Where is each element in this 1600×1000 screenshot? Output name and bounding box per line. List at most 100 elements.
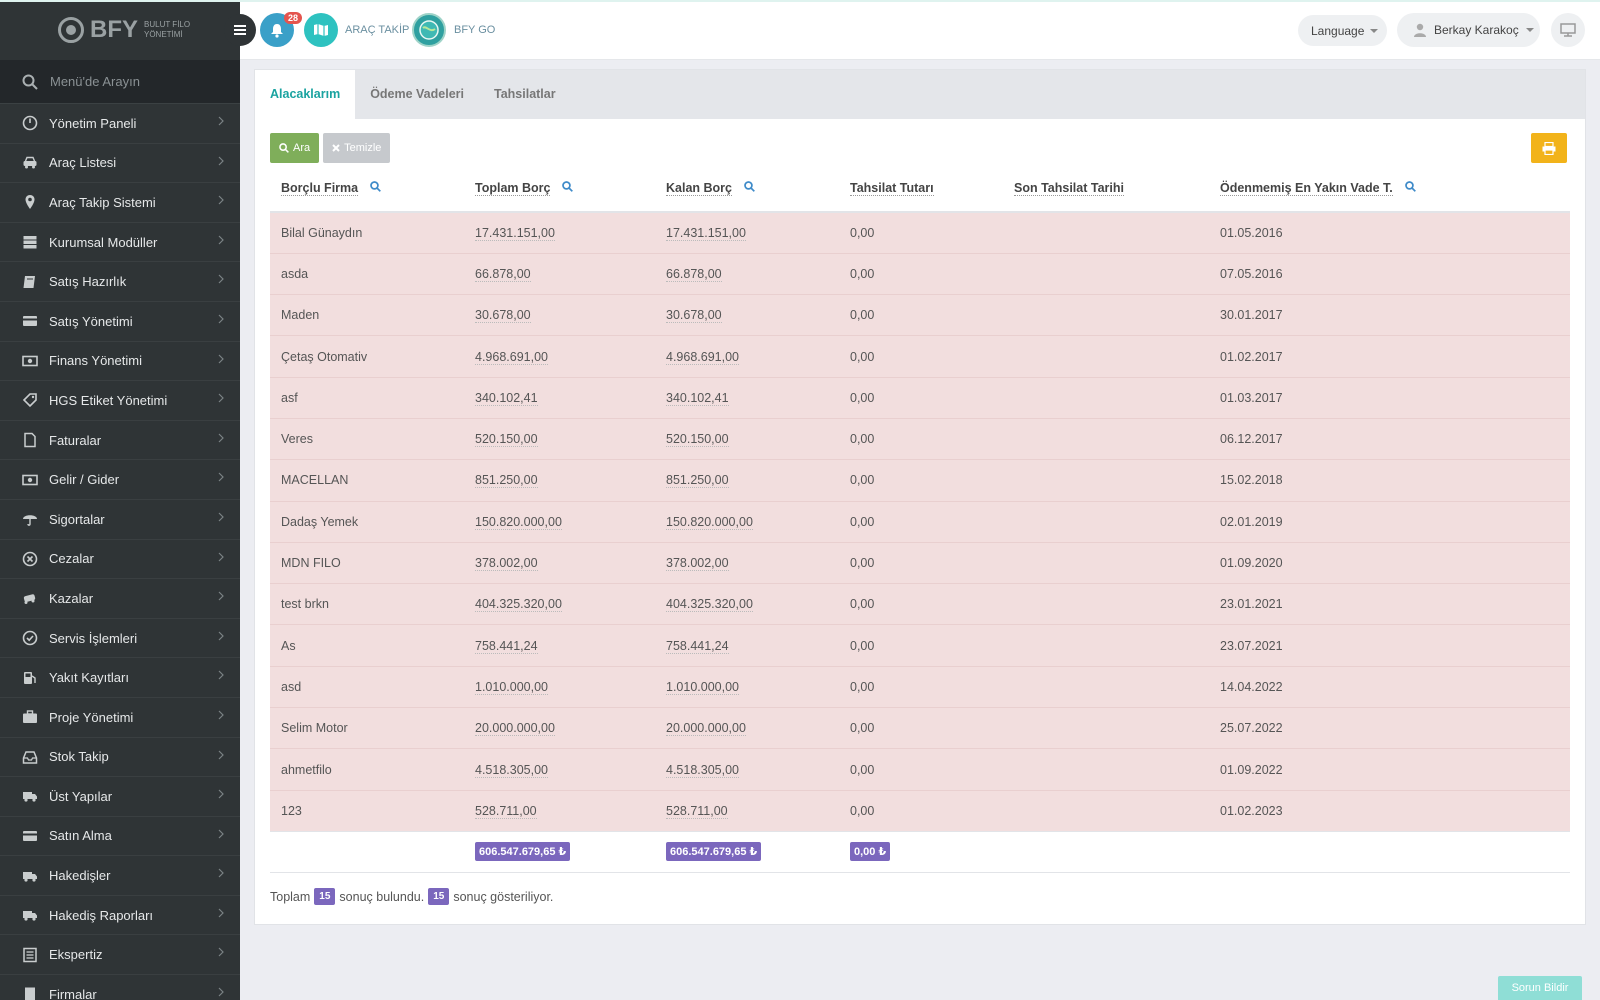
tab-tahsilatlar[interactable]: Tahsilatlar xyxy=(494,87,556,101)
map-button[interactable] xyxy=(304,13,338,47)
column-header[interactable]: Borçlu Firma xyxy=(270,165,464,213)
table-cell-value[interactable]: 378.002,00 xyxy=(666,556,729,572)
table-cell-value[interactable]: 20.000.000,00 xyxy=(475,721,555,737)
table-cell-value[interactable]: 1.010.000,00 xyxy=(666,679,739,695)
sidebar-item-cezalar[interactable]: Cezalar xyxy=(0,540,240,580)
table-cell xyxy=(1003,376,1209,419)
table-cell-value[interactable]: 404.325.320,00 xyxy=(475,597,562,613)
sidebar-item-stok-takip[interactable]: Stok Takip xyxy=(0,738,240,778)
table-cell-value[interactable]: 150.820.000,00 xyxy=(666,514,753,530)
table-cell-value[interactable]: 378.002,00 xyxy=(475,556,538,572)
table-cell-value[interactable]: 758.441,24 xyxy=(666,638,729,654)
column-header[interactable]: Ödenmemiş En Yakın Vade T. xyxy=(1209,165,1570,213)
bfy-go-logo-icon[interactable] xyxy=(412,13,446,47)
sidebar-item-kazalar[interactable]: Kazalar xyxy=(0,579,240,619)
table-row[interactable]: Dadaş Yemek 150.820.000,00 150.820.000,00 0… xyxy=(270,500,1570,543)
table-row[interactable]: asf 340.102,41 340.102,41 0,00 01.03.2017 xyxy=(270,376,1570,419)
table-cell-value[interactable]: 66.878,00 xyxy=(666,266,722,282)
arac-takip-link[interactable]: ARAÇ TAKİP xyxy=(345,24,410,36)
column-header[interactable]: Toplam Borç xyxy=(464,165,655,213)
sidebar-search[interactable]: Menü'de Arayın xyxy=(0,60,240,104)
table-cell-value[interactable]: 17.431.151,00 xyxy=(475,225,555,241)
table-cell-value[interactable]: 66.878,00 xyxy=(475,266,531,282)
table-cell-value[interactable]: 528.711,00 xyxy=(475,803,537,819)
table-cell-value[interactable]: 4.968.691,00 xyxy=(666,349,739,365)
sidebar-item-firmalar[interactable]: Firmalar xyxy=(0,975,240,1000)
table-cell-value[interactable]: 20.000.000,00 xyxy=(666,721,746,737)
table-cell-value[interactable]: 4.518.305,00 xyxy=(475,762,548,778)
table-cell-value[interactable]: 340.102,41 xyxy=(475,390,538,406)
sidebar-toggle-button[interactable] xyxy=(224,14,256,46)
language-dropdown[interactable]: Language xyxy=(1298,15,1387,46)
table-row[interactable]: Bilal Günaydın 17.431.151,00 17.431.151,00… xyxy=(270,211,1570,254)
table-cell-value[interactable]: 30.678,00 xyxy=(475,308,531,324)
sidebar-item-faturalar[interactable]: Faturalar xyxy=(0,421,240,461)
table-cell-value[interactable]: 851.250,00 xyxy=(666,473,729,489)
table-cell-value[interactable]: 520.150,00 xyxy=(666,432,729,448)
sidebar-item-arac-takip-sistemi[interactable]: Araç Takip Sistemi xyxy=(0,183,240,223)
report-issue-button[interactable]: Sorun Bildir xyxy=(1498,976,1582,1000)
table-cell-value[interactable]: 528.711,00 xyxy=(666,803,728,819)
sidebar-item-satn-alma[interactable]: Satın Alma xyxy=(0,817,240,857)
sidebar-item-sats-yonetimi[interactable]: Satış Yönetimi xyxy=(0,302,240,342)
search-icon[interactable] xyxy=(1404,181,1416,193)
sidebar-item-sigortalar[interactable]: Sigortalar xyxy=(0,500,240,540)
clear-button[interactable]: Temizle xyxy=(323,133,391,163)
sidebar-item-gelir-gider[interactable]: Gelir / Gider xyxy=(0,460,240,500)
search-icon[interactable] xyxy=(562,181,574,193)
table-cell-value[interactable]: 520.150,00 xyxy=(475,432,538,448)
print-button[interactable] xyxy=(1531,133,1567,163)
sidebar-item-ust-yaplar[interactable]: Üst Yapılar xyxy=(0,777,240,817)
sidebar-item-ekspertiz[interactable]: Ekspertiz xyxy=(0,935,240,976)
result-prefix: Toplam xyxy=(270,889,311,904)
table-row[interactable]: asda 66.878,00 66.878,00 0,00 07.05.2016 xyxy=(270,252,1570,295)
fullscreen-button[interactable] xyxy=(1551,13,1585,47)
table-cell-value[interactable]: 4.518.305,00 xyxy=(666,762,739,778)
table-row[interactable]: Selim Motor 20.000.000,00 20.000.000,00 0,0… xyxy=(270,707,1570,749)
search-icon[interactable] xyxy=(744,181,755,193)
table-cell-value[interactable]: 30.678,00 xyxy=(666,308,722,324)
table-row[interactable]: 123 528.711,00 528.711,00 0,00 01.02.2023 xyxy=(270,789,1570,832)
table-cell-value[interactable]: 4.968.691,00 xyxy=(475,349,548,365)
sidebar-item-servis-islemleri[interactable]: Servis İşlemleri xyxy=(0,619,240,659)
table-cell-value[interactable]: 851.250,00 xyxy=(475,473,538,489)
table-row[interactable]: Veres 520.150,00 520.150,00 0,00 06.12.2017 xyxy=(270,417,1570,460)
table-row[interactable]: MDN FILO 378.002,00 378.002,00 0,00 01.09.20… xyxy=(270,541,1570,584)
table-cell-value[interactable]: 1.010.000,00 xyxy=(475,679,548,695)
sidebar-item-hgs-etiket-yonetimi[interactable]: HGS Etiket Yönetimi xyxy=(0,381,240,421)
column-header[interactable]: Kalan Borç xyxy=(655,165,839,213)
user-menu-dropdown[interactable]: Berkay Karakoç xyxy=(1397,13,1540,47)
tab-odeme-vadeleri[interactable]: Ödeme Vadeleri xyxy=(370,87,464,101)
table-cell: 0,00 xyxy=(839,707,1003,749)
chevron-right-icon xyxy=(218,750,224,763)
sidebar-item-finans-yonetimi[interactable]: Finans Yönetimi xyxy=(0,342,240,382)
tab-alacaklarim[interactable]: Alacaklarım xyxy=(255,70,356,119)
table-row[interactable]: ahmetfilo 4.518.305,00 4.518.305,00 0,00 01.… xyxy=(270,748,1570,791)
column-header[interactable]: Son Tahsilat Tarihi xyxy=(1003,165,1209,213)
sidebar-item-proje-yonetimi[interactable]: Proje Yönetimi xyxy=(0,698,240,738)
sidebar-item-hakedis-raporlar[interactable]: Hakediş Raporları xyxy=(0,896,240,936)
table-row[interactable]: test brkn 404.325.320,00 404.325.320,00 0,0… xyxy=(270,583,1570,625)
table-cell-value[interactable]: 17.431.151,00 xyxy=(666,225,746,241)
search-button[interactable]: Ara xyxy=(270,133,320,163)
sidebar-item-sats-hazrlk[interactable]: Satış Hazırlık xyxy=(0,262,240,302)
table-cell: 758.441,24 xyxy=(655,624,839,667)
table-row[interactable]: MACELLAN 851.250,00 851.250,00 0,00 15.02.20… xyxy=(270,459,1570,502)
sidebar-item-kurumsal-moduller[interactable]: Kurumsal Modüller xyxy=(0,223,240,263)
table-row[interactable]: asd 1.010.000,00 1.010.000,00 0,00 14.04.202… xyxy=(270,665,1570,708)
table-row[interactable]: As 758.441,24 758.441,24 0,00 23.07.2021 xyxy=(270,624,1570,667)
table-cell-value[interactable]: 150.820.000,00 xyxy=(475,514,562,530)
table-row[interactable]: Maden 30.678,00 30.678,00 0,00 30.01.2017 xyxy=(270,294,1570,336)
table-row[interactable]: Çetaş Otomativ 4.968.691,00 4.968.691,00 0,… xyxy=(270,335,1570,378)
table-cell-value[interactable]: 404.325.320,00 xyxy=(666,597,753,613)
brand-logo[interactable]: BFY BULUT FİLO YÖNETİMİ xyxy=(0,0,240,60)
sidebar-item-arac-listesi[interactable]: Araç Listesi xyxy=(0,144,240,184)
column-header[interactable]: Tahsilat Tutarı xyxy=(839,165,1003,213)
table-cell-value[interactable]: 758.441,24 xyxy=(475,638,538,654)
table-cell-value[interactable]: 340.102,41 xyxy=(666,390,729,406)
search-icon[interactable] xyxy=(370,181,382,193)
sidebar-item-yakt-kaytlar[interactable]: Yakıt Kayıtları xyxy=(0,658,240,698)
sidebar-item-hakedisler[interactable]: Hakedişler xyxy=(0,856,240,896)
bfy-go-link[interactable]: BFY GO xyxy=(454,24,496,36)
sidebar-item-yonetim-paneli[interactable]: Yönetim Paneli xyxy=(0,104,240,144)
